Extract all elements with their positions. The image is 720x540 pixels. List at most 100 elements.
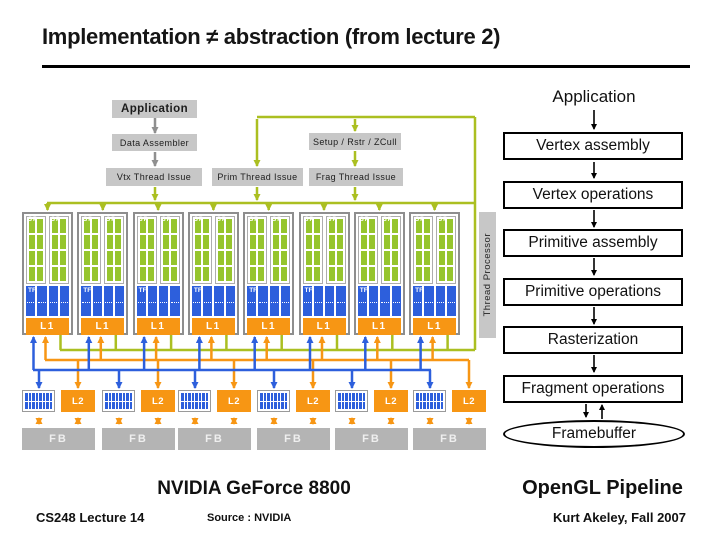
tf-bar: [313, 286, 323, 316]
sp-core: [92, 267, 99, 281]
rop-cell: [426, 401, 429, 409]
sp-core: [194, 219, 201, 233]
slide-title: Implementation ≠ abstraction (from lectu…: [42, 24, 501, 49]
rop-cell: [362, 401, 365, 409]
rop-cell: [46, 393, 49, 401]
sp-core: [273, 219, 280, 233]
sp-core: [107, 219, 114, 233]
rop-cell: [205, 401, 208, 409]
sp-core: [139, 251, 146, 265]
sp-core: [84, 219, 91, 233]
sp-block-row: SP SP: [81, 216, 125, 284]
rop-cell: [284, 401, 287, 409]
sp-core: [162, 267, 169, 281]
pipeline-caption: OpenGL Pipeline: [522, 477, 683, 499]
rop-cell: [46, 401, 49, 409]
tf-label: TF: [193, 287, 202, 294]
tf-bar: [81, 286, 91, 316]
rop-cell: [419, 393, 422, 401]
sp-core: [52, 219, 58, 233]
rop-cell: [35, 401, 38, 409]
rop-cell: [437, 393, 440, 401]
sp-core: [328, 235, 335, 249]
sp-cluster: SP SP TF L1: [243, 212, 295, 335]
sp-label: SP: [216, 217, 227, 223]
framebuffer-label: Framebuffer: [551, 425, 637, 442]
rop-cell: [205, 393, 208, 401]
tf-label: TF: [415, 287, 424, 294]
l1-cache: L1: [26, 318, 69, 335]
rop-cell: [274, 393, 277, 401]
sp-core: [29, 219, 35, 233]
rop-cell: [181, 401, 184, 409]
sp-core: [281, 235, 288, 249]
rop-cell: [267, 393, 270, 401]
rop-cell: [440, 393, 443, 401]
sp-block: SP: [380, 216, 401, 284]
pipeline-framebuffer-ellipse: Framebuffer: [503, 420, 685, 448]
rop-cell: [362, 393, 365, 401]
sp-core: [273, 267, 280, 281]
rop-cell: [49, 393, 52, 401]
tf-bar: [325, 286, 335, 316]
sp-core: [273, 251, 280, 265]
sp-label: SP: [249, 217, 260, 223]
sp-core: [84, 267, 91, 281]
sp-core: [37, 219, 43, 233]
rop-cell: [352, 393, 355, 401]
pipeline-application-label: Application: [552, 87, 636, 106]
sp-label: SP: [327, 217, 338, 223]
sp-core: [439, 219, 446, 233]
rop-cell: [341, 401, 344, 409]
tf-unit: TF: [191, 286, 235, 316]
title-underline: [42, 65, 690, 68]
tf-label: TF: [83, 287, 92, 294]
rop-cell: [359, 401, 362, 409]
rop-cell: [191, 393, 194, 401]
sp-label: SP: [138, 217, 149, 223]
framebuffer-partition: FB: [335, 428, 408, 450]
sp-core: [217, 235, 224, 249]
rop-cell: [352, 401, 355, 409]
rop-cell: [119, 401, 122, 409]
sp-core: [225, 235, 232, 249]
l1-cache: L1: [136, 318, 180, 335]
sp-core: [424, 235, 431, 249]
sp-core: [250, 219, 257, 233]
tf-bar: [247, 286, 257, 316]
rop-cell: [355, 401, 358, 409]
l2-cache: L2: [296, 390, 330, 412]
sp-block-row: SP SP: [26, 216, 69, 284]
sp-core: [258, 267, 265, 281]
tf-bar: [92, 286, 102, 316]
tf-unit: TF: [136, 286, 180, 316]
tf-bar: [191, 286, 202, 316]
rop-cell: [39, 393, 42, 401]
sp-core: [305, 219, 312, 233]
sp-core: [336, 219, 343, 233]
rop-cell: [345, 401, 348, 409]
rop-cell: [122, 393, 125, 401]
sp-core: [217, 251, 224, 265]
rop-cell: [35, 393, 38, 401]
sp-core: [225, 267, 232, 281]
sp-label: SP: [359, 217, 370, 223]
sp-core: [368, 267, 375, 281]
l1-cache: L1: [302, 318, 346, 335]
rop-cell: [32, 393, 35, 401]
rop-cell: [126, 393, 129, 401]
sp-core: [313, 235, 320, 249]
sp-core: [250, 251, 257, 265]
sp-core: [147, 251, 154, 265]
rop-cell: [348, 393, 351, 401]
framebuffer-partition: FB: [102, 428, 175, 450]
tf-unit: TF: [413, 286, 457, 316]
memory-group: L2 FB: [22, 390, 95, 450]
tf-bar: [37, 286, 47, 316]
tf-bar: [59, 286, 69, 316]
sp-core: [313, 219, 320, 233]
credit-label: Kurt Akeley, Fall 2007: [553, 510, 686, 525]
tf-bar: [302, 286, 312, 316]
tf-bar: [103, 286, 114, 316]
sp-core: [147, 219, 154, 233]
